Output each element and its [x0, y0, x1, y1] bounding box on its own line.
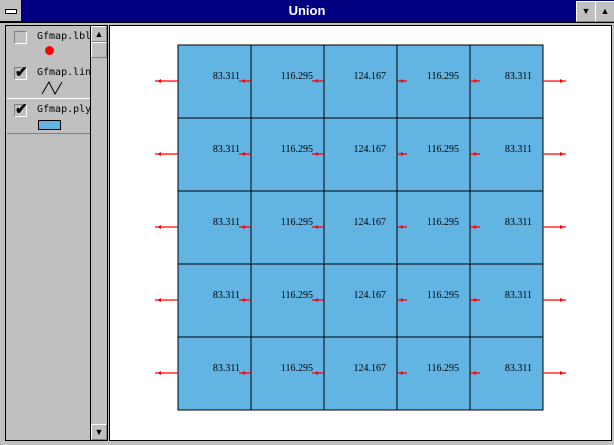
arrowhead-icon [401, 225, 405, 229]
system-menu-button[interactable] [0, 0, 22, 21]
scroll-up-button[interactable]: ▲ [91, 26, 107, 42]
layer-name: Gfmap.ply [37, 104, 92, 115]
polygon-cell [323, 44, 398, 119]
polygon-cell [469, 263, 544, 338]
arrowhead-icon [241, 79, 245, 83]
arrowhead-icon [560, 152, 564, 156]
polygon-cell [323, 117, 398, 192]
legend-item-ply[interactable]: ✔ Gfmap.ply [7, 98, 92, 134]
cell-value-label: 124.167 [354, 290, 387, 301]
arrowhead-icon [401, 298, 405, 302]
polygon-cell [469, 336, 544, 411]
arrowhead-icon [241, 298, 245, 302]
cell-value-label: 116.295 [427, 363, 459, 374]
arrowhead-icon [474, 225, 478, 229]
arrowhead-icon [157, 371, 161, 375]
line-symbol-icon [41, 80, 63, 96]
legend-item-lbl[interactable]: Gfmap.lbl [7, 26, 92, 60]
visibility-checkbox[interactable]: ✔ [14, 101, 28, 118]
arrowhead-icon [474, 152, 478, 156]
cell-value-label: 83.311 [213, 217, 240, 228]
minimize-button[interactable]: ▼ [576, 1, 596, 22]
polygon-cell [323, 263, 398, 338]
arrowhead-icon [401, 371, 405, 375]
polygon-cell [396, 263, 471, 338]
polygon-cell [177, 44, 252, 119]
polygon-cell [250, 190, 325, 265]
title-bar: Union ▼ ▲ [0, 0, 614, 23]
cell-value-label: 124.167 [354, 71, 387, 82]
cell-value-label: 83.311 [213, 71, 240, 82]
arrowhead-icon [314, 79, 318, 83]
polygon-cell [177, 263, 252, 338]
polygon-cell [323, 190, 398, 265]
visibility-checkbox[interactable]: ✔ [14, 64, 28, 81]
cell-value-label: 83.311 [213, 144, 240, 155]
polygon-cell [396, 117, 471, 192]
cell-value-label: 83.311 [213, 290, 240, 301]
cell-value-label: 116.295 [281, 363, 313, 374]
red-dot-icon [45, 46, 54, 55]
polygon-cell [250, 336, 325, 411]
arrowhead-icon [560, 79, 564, 83]
arrowhead-icon [157, 152, 161, 156]
cell-value-label: 116.295 [427, 290, 459, 301]
cell-value-label: 124.167 [354, 363, 387, 374]
cell-value-label: 83.311 [505, 144, 532, 155]
polygon-cell [250, 117, 325, 192]
maximize-button[interactable]: ▲ [595, 1, 614, 22]
cell-value-label: 116.295 [427, 71, 459, 82]
cell-value-label: 124.167 [354, 217, 387, 228]
window-title: Union [288, 3, 326, 18]
arrowhead-icon [474, 79, 478, 83]
layer-name: Gfmap.lbl [37, 31, 92, 42]
arrowhead-icon [157, 225, 161, 229]
map-svg: 83.311 116.295 124.167 116.295 83.311 83.311 1… [155, 44, 566, 411]
arrowhead-icon [314, 152, 318, 156]
cell-value-label: 116.295 [281, 217, 313, 228]
layer-name: Gfmap.lin [37, 67, 92, 78]
visibility-checkbox[interactable] [14, 31, 27, 44]
arrowhead-icon [314, 225, 318, 229]
map-canvas[interactable]: 83.311 116.295 124.167 116.295 83.311 83.311 1… [109, 25, 612, 441]
arrowhead-icon [241, 225, 245, 229]
arrowhead-icon [474, 298, 478, 302]
arrow-up-icon: ▲ [600, 6, 610, 16]
legend-scrollbar[interactable]: ▲ ▼ [90, 25, 108, 441]
cell-value-label: 124.167 [354, 144, 387, 155]
arrowhead-icon [560, 371, 564, 375]
arrowhead-icon [474, 371, 478, 375]
polygon-cell [469, 190, 544, 265]
polygon-cell [250, 263, 325, 338]
arrowhead-icon [241, 152, 245, 156]
arrowhead-icon [401, 79, 405, 83]
arrowhead-icon [560, 298, 564, 302]
cell-value-label: 83.311 [505, 290, 532, 301]
polygon-cell [323, 336, 398, 411]
cell-value-label: 116.295 [427, 217, 459, 228]
arrowhead-icon [314, 298, 318, 302]
legend-item-lin[interactable]: ✔ Gfmap.lin [7, 62, 92, 96]
cell-value-label: 116.295 [281, 71, 313, 82]
cell-value-label: 116.295 [281, 290, 313, 301]
cell-value-label: 83.311 [505, 217, 532, 228]
cell-value-label: 83.311 [505, 71, 532, 82]
arrowhead-icon [560, 225, 564, 229]
cell-value-label: 83.311 [213, 363, 240, 374]
cell-value-label: 83.311 [505, 363, 532, 374]
cell-value-label: 116.295 [281, 144, 313, 155]
legend-panel: Gfmap.lbl ✔ Gfmap.lin ✔ Gfmap.ply [5, 25, 92, 441]
polygon-cell [396, 336, 471, 411]
arrow-down-icon: ▼ [581, 6, 591, 16]
arrowhead-icon [314, 371, 318, 375]
arrowhead-icon [241, 371, 245, 375]
cell-value-label: 116.295 [427, 144, 459, 155]
arrowhead-icon [401, 152, 405, 156]
scroll-thumb[interactable] [91, 42, 107, 58]
arrowhead-icon [157, 298, 161, 302]
arrowhead-icon [157, 79, 161, 83]
polygon-symbol-icon [38, 120, 61, 130]
scroll-down-button[interactable]: ▼ [91, 424, 107, 440]
